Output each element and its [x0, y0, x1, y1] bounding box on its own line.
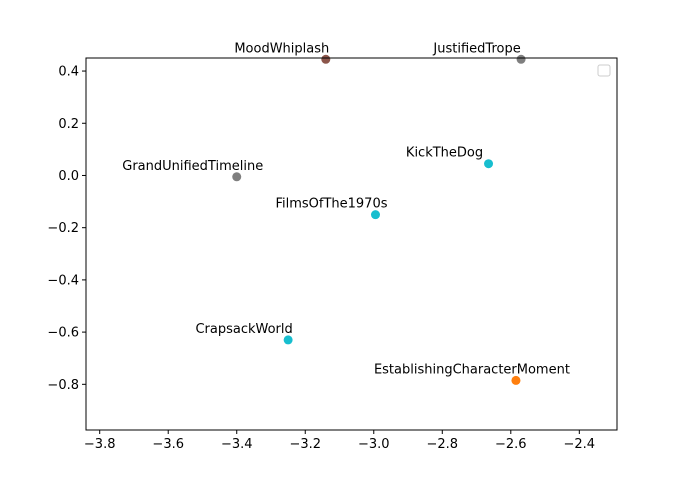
point-label: GrandUnifiedTimeline: [122, 159, 263, 174]
plot-frame: [85, 57, 618, 431]
plot-area: [86, 58, 617, 430]
x-tick-label: −2.4: [564, 437, 596, 452]
x-tick-label: −2.6: [495, 437, 527, 452]
scatter-point: [370, 210, 380, 220]
y-tick-label: 0.2: [58, 117, 79, 132]
points-group: MoodWhiplash JustifiedTrope GrandUnifiedTi…: [122, 41, 570, 385]
y-tick-label: −0.8: [47, 378, 79, 393]
x-tick-label: −3.8: [84, 437, 116, 452]
scatter-point: [232, 172, 242, 182]
scatter-point: [484, 159, 494, 169]
y-tick-label: −0.6: [47, 326, 79, 341]
point-label: CrapsackWorld: [195, 322, 292, 337]
y-tick-label: −0.2: [47, 221, 79, 236]
scatter-point: [283, 335, 293, 345]
point-label: FilmsOfThe1970s: [275, 197, 387, 212]
x-tick-label: −2.8: [426, 437, 458, 452]
scatter-point: [511, 375, 521, 385]
x-tick-label: −3.0: [358, 437, 390, 452]
x-tick-label: −3.4: [221, 437, 253, 452]
point-label: JustifiedTrope: [432, 41, 520, 56]
legend-box: [597, 64, 611, 77]
scatter-point: [516, 54, 526, 64]
y-tick-label: −0.4: [47, 273, 79, 288]
x-tick-label: −3.2: [289, 437, 321, 452]
ticks-group: −3.8 −3.6 −3.4 −3.2 −3.0 −2.8 −2.6 −2.4 0.4 0.2 0.…: [47, 65, 595, 452]
y-tick-label: 0.0: [58, 169, 79, 184]
point-label: EstablishingCharacterMoment: [374, 362, 570, 377]
y-tick-label: 0.4: [58, 65, 79, 80]
point-label: MoodWhiplash: [234, 41, 329, 56]
x-tick-label: −3.6: [152, 437, 184, 452]
point-label: KickTheDog: [406, 146, 483, 161]
scatter-point: [321, 54, 331, 64]
